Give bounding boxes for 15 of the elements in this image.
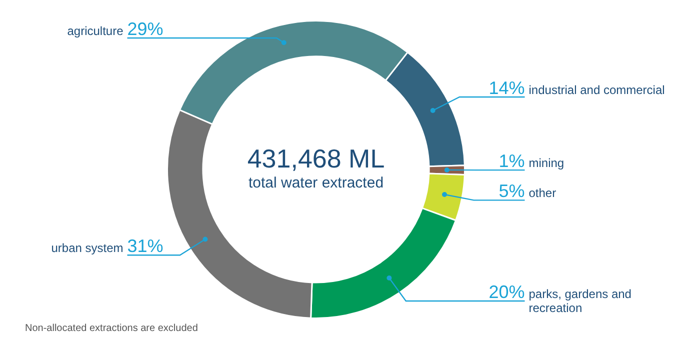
data-label: 1% <box>498 151 525 172</box>
data-label: 20% <box>488 282 525 302</box>
text: 431,468 ML <box>247 144 385 174</box>
data-label: 31% <box>127 236 164 256</box>
slice-label: industrial and commercial <box>528 83 665 98</box>
data-label: 5% <box>498 181 525 202</box>
slice-label: urban system <box>51 241 124 256</box>
slice-label: agriculture <box>67 24 124 38</box>
data-label: 29% <box>127 19 164 39</box>
text: Non-allocated extractions are excluded <box>25 323 198 334</box>
slice-label: mining <box>528 156 564 170</box>
data-label: 14% <box>488 78 525 98</box>
slice-label: other <box>528 186 556 200</box>
text: total water extracted <box>248 174 384 192</box>
slice-label: parks, gardens and recreation <box>528 287 632 315</box>
